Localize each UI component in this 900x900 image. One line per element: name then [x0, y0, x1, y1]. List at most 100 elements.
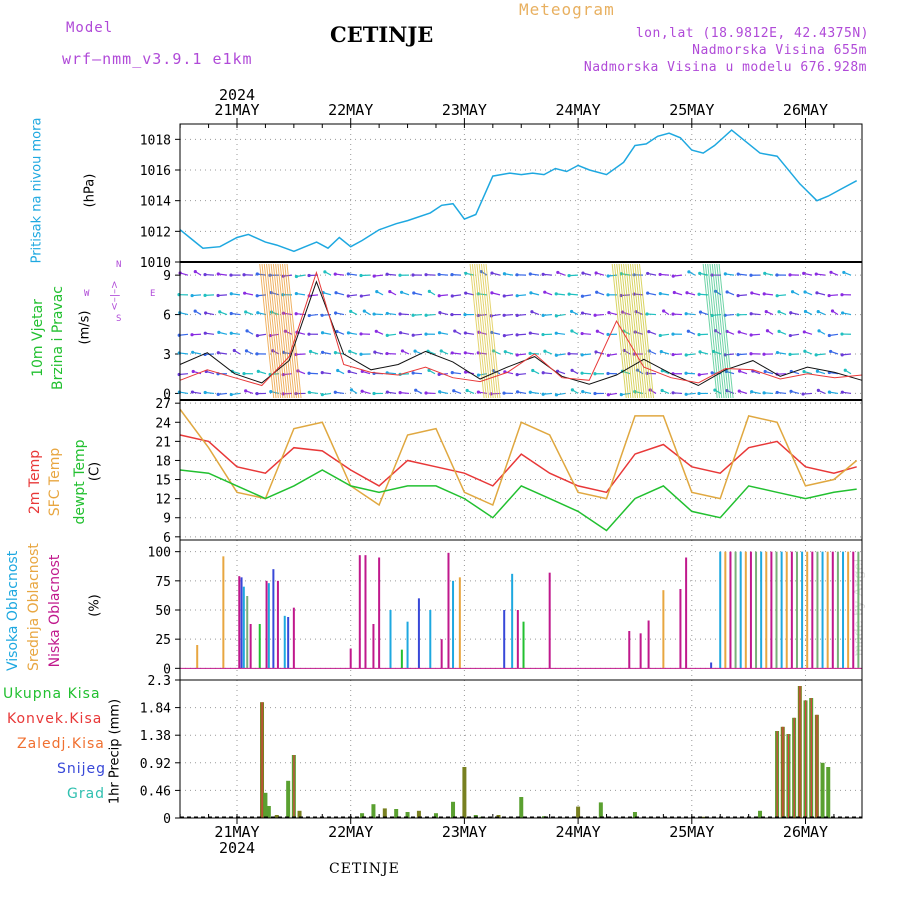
cloud-bar: [249, 624, 252, 669]
wind-arrow-head: [333, 390, 337, 394]
wind-arrow-head: [385, 333, 389, 337]
wind-arrow-head: [411, 273, 415, 277]
wind-arrow-head: [580, 311, 585, 315]
cloud-bar: [739, 551, 742, 669]
wind-arrow-head: [698, 310, 703, 314]
wind-ytick-label: 3: [163, 348, 171, 363]
wind-ytick-label: 6: [163, 309, 171, 324]
wind-arrow-head: [528, 331, 532, 335]
temp-ytick-label: 27: [155, 397, 171, 412]
wind-arrow-head: [427, 289, 431, 293]
wind-arrow-head: [515, 333, 519, 337]
wind-arrow-head: [685, 291, 689, 295]
wind-arrow-head: [541, 392, 545, 396]
wind-arrow-head: [385, 272, 389, 276]
day-label-top: 26MAY: [783, 101, 828, 119]
wind-arrow-head: [671, 391, 675, 395]
wind-arrow-head: [789, 311, 793, 315]
wind-gust-band: [718, 263, 734, 399]
wind-arrow-head: [543, 349, 547, 353]
precip-bar: [820, 762, 825, 818]
day-label-top: 21MAY: [214, 101, 259, 119]
wind-arrow-head: [529, 291, 533, 295]
wind-arrow-head: [515, 273, 519, 277]
wind-arrow-head: [515, 294, 519, 298]
wind-gust-band: [634, 263, 650, 399]
wind-arrow-head: [424, 332, 428, 336]
wind-arrow-head: [580, 331, 584, 336]
wind-arrow-head: [840, 390, 844, 394]
cloud-bar: [710, 662, 713, 669]
temp-ytick-label: 6: [163, 531, 171, 546]
wind-arrow-head: [216, 272, 220, 276]
wind-arrow-head: [398, 331, 403, 335]
wind-arrow-head: [567, 292, 571, 296]
pressure-ytick-label: 1014: [140, 195, 171, 210]
cloud-bar: [389, 610, 392, 669]
wind-arrow-head: [830, 309, 835, 313]
precip-bar: [263, 792, 268, 818]
precip-convective-bar: [816, 714, 818, 818]
wind-arrow-head: [528, 390, 532, 394]
wind-arrow-head: [502, 313, 506, 317]
cloud-bar: [246, 596, 249, 669]
wind-arrow-head: [645, 312, 649, 316]
wind-arrow-head: [594, 350, 598, 354]
cloud-bar: [628, 631, 631, 669]
wind-arrow-head: [400, 349, 405, 353]
wind-arrow-head: [567, 352, 571, 356]
wind-gust-band: [272, 263, 288, 399]
wind-arrow-head: [334, 311, 338, 315]
wind-arrow-head: [762, 391, 766, 395]
wind-arrow-head: [476, 390, 481, 394]
cloud-bar: [806, 551, 809, 669]
cloud-ytick-label: 50: [155, 604, 171, 619]
wind-gust-band: [266, 263, 282, 399]
wind-arrow-head: [242, 273, 246, 277]
wind-arrow-head: [802, 369, 806, 374]
wind-arrow-head: [216, 351, 220, 355]
wind-arrow-head: [453, 329, 457, 333]
legend-freezing-rain: Zaledj.Kisa: [17, 736, 105, 752]
wind-arrow-head: [244, 349, 249, 353]
wind-gust-band: [704, 263, 720, 399]
wind-arrow-head: [373, 350, 377, 354]
wind-gust-band: [469, 263, 485, 399]
day-label-top: 23MAY: [442, 101, 487, 119]
wind-arrow-head: [802, 271, 806, 275]
wind-arrow-head: [554, 393, 559, 397]
wind-arrow-head: [658, 272, 662, 277]
wind-arrow-head: [581, 271, 585, 275]
wind-arrow-head: [255, 272, 259, 276]
day-label-bottom: 24MAY: [556, 823, 601, 841]
cloud-bar: [780, 551, 783, 669]
station-title: CETINJE: [330, 22, 434, 47]
wind-arrow-head: [346, 272, 350, 276]
wind-arrow-head: [190, 390, 195, 394]
wind-arrow-head: [218, 310, 222, 314]
cloud-bar: [795, 551, 798, 669]
precip-ytick-label: 1.38: [140, 729, 171, 744]
wind-arrow-head: [450, 294, 454, 298]
wind-arrow-head: [710, 371, 714, 375]
wind-arrow-head: [476, 373, 481, 377]
wind-arrow-head: [646, 271, 650, 276]
wind-gust-band: [281, 263, 297, 399]
wind-arrow-head: [802, 330, 806, 334]
wind-arrow-head: [543, 290, 547, 294]
wind-arrow-head: [450, 370, 454, 375]
temp-ytick-label: 12: [155, 493, 171, 508]
cloud-bar: [811, 551, 814, 669]
wind-arrow-head: [659, 350, 663, 354]
precip-bar: [598, 802, 603, 818]
wind-arrow-head: [593, 313, 597, 317]
wind-arrow-head: [307, 390, 311, 394]
day-label-bottom: 26MAY: [783, 823, 828, 841]
wind-arrow-head: [687, 270, 691, 274]
wind-arrow-head: [359, 273, 363, 278]
wind-arrow-head: [229, 331, 233, 335]
wind-arrow-head: [398, 391, 402, 395]
wind-arrow-head: [737, 330, 741, 334]
model-label: Model: [66, 20, 114, 36]
wind-arrow-head: [385, 351, 389, 356]
